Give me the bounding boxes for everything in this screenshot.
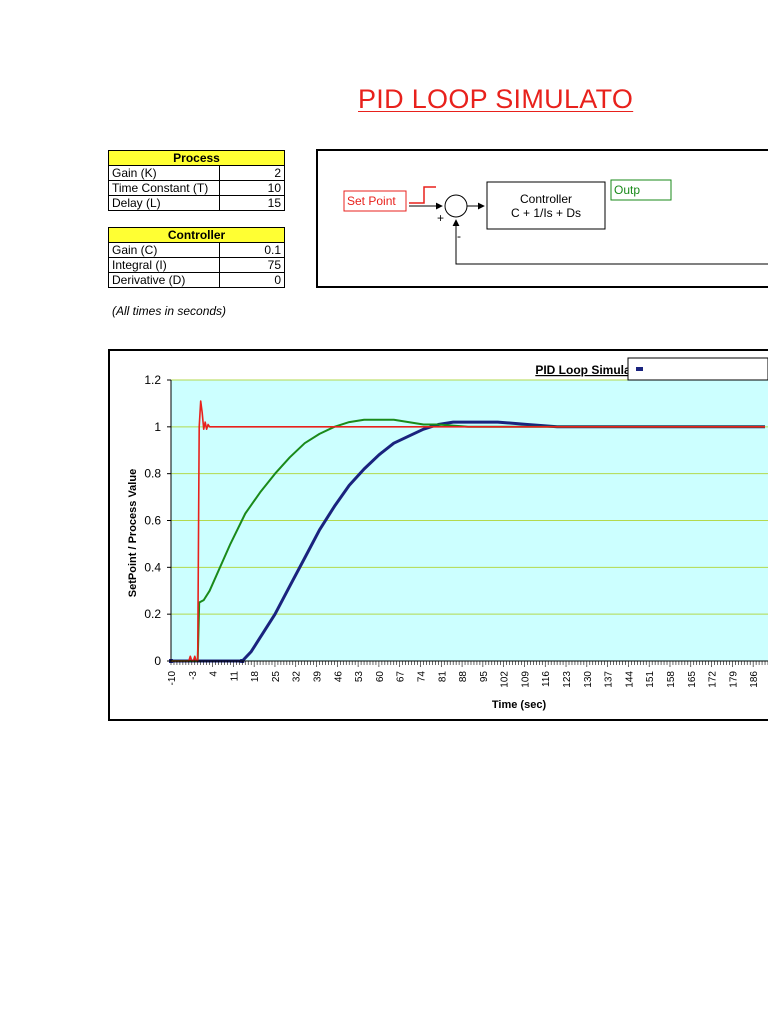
minus-sign: - (457, 229, 461, 243)
x-tick-label: 81 (437, 671, 448, 683)
y-tick-label: 0.2 (144, 607, 161, 621)
x-tick-label: 95 (479, 671, 490, 683)
x-tick-label: -10 (167, 671, 178, 686)
x-tick-label: 46 (333, 671, 344, 683)
x-tick-label: 130 (583, 671, 594, 688)
x-tick-label: 158 (666, 671, 677, 688)
y-tick-label: 0.8 (144, 467, 161, 481)
x-tick-label: 116 (541, 671, 552, 687)
x-tick-label: 137 (604, 671, 615, 688)
x-tick-label: 172 (708, 671, 719, 688)
controller-table-header: Controller (108, 227, 285, 243)
pid-chart: 0 0.2 0.4 0.6 0.8 1 1.2 -10 -3 4 11 18 25 32 39 46 53 60 6… (127, 357, 768, 711)
controller-gain-label: Gain (C) (108, 242, 220, 258)
y-tick-label: 0 (154, 654, 161, 668)
controller-block (486, 181, 606, 230)
controller-derivative-value[interactable]: 0 (219, 272, 285, 288)
setpoint-box (343, 190, 407, 212)
controller-gain-value[interactable]: 0.1 (219, 242, 285, 258)
series-layer (169, 400, 765, 663)
axes: 0 0.2 0.4 0.6 0.8 1 1.2 -10 -3 4 11 18 25 32 39 46 53 60 6… (144, 373, 768, 688)
x-tick-label: -3 (188, 671, 199, 680)
controller-derivative-label: Derivative (D) (108, 272, 220, 288)
setpoint-label: Set Point (347, 194, 396, 208)
x-tick-label: 151 (645, 671, 656, 688)
x-tick-label: 109 (520, 671, 531, 688)
output-label: Outp (614, 183, 640, 197)
x-tick-label: 74 (416, 671, 427, 683)
x-tick-label: 102 (500, 671, 511, 688)
process-gain-value[interactable]: 2 (219, 165, 285, 181)
plus-sign: + (437, 211, 444, 225)
x-tick-label: 4 (209, 671, 220, 677)
controller-table: Controller Gain (C) 0.1 Integral (I) 75 … (108, 227, 285, 288)
x-axis-label: Time (sec) (492, 699, 547, 711)
chart-title: PID Loop Simulation (535, 363, 652, 377)
x-tick-label: 39 (313, 671, 324, 683)
process-time-constant-label: Time Constant (T) (108, 180, 220, 196)
chart-legend (627, 357, 768, 381)
output-box (610, 179, 672, 201)
process-delay-value[interactable]: 15 (219, 195, 285, 211)
units-note: (All times in seconds) (112, 304, 227, 318)
series-line-2 (171, 420, 765, 663)
block-diagram-svg: Set Point + - Controller C + 1/Is + Ds O… (343, 179, 768, 265)
x-tick-label: 60 (375, 671, 386, 683)
process-gain-label: Gain (K) (108, 165, 220, 181)
x-tick-label: 165 (687, 671, 698, 688)
controller-block-formula: C + 1/Is + Ds (511, 206, 581, 220)
process-table-header: Process (108, 150, 285, 166)
controller-integral-label: Integral (I) (108, 257, 220, 273)
summing-junction (444, 194, 468, 218)
x-tick-label: 186 (749, 671, 760, 688)
x-tick-label: 144 (624, 671, 635, 688)
process-table: Process Gain (K) 2 Time Constant (T) 10 … (108, 150, 285, 211)
x-tick-label: 67 (396, 671, 407, 683)
y-tick-label: 0.6 (144, 514, 161, 528)
process-time-constant-value[interactable]: 10 (219, 180, 285, 196)
y-tick-label: 1 (154, 420, 161, 434)
x-tick-label: 88 (458, 671, 469, 683)
y-tick-label: 1.2 (144, 373, 161, 387)
x-tick-label: 11 (229, 671, 240, 682)
chart-panel: 0 0.2 0.4 0.6 0.8 1 1.2 -10 -3 4 11 18 25 32 39 46 53 60 6… (108, 349, 768, 721)
series-line-0 (171, 400, 765, 662)
setpoint-step-icon (409, 186, 436, 204)
process-delay-label: Delay (L) (108, 195, 220, 211)
legend-marker-icon (636, 367, 643, 371)
x-tick-label: 18 (250, 671, 261, 683)
y-tick-label: 0.4 (144, 560, 161, 574)
feedback-arrow (452, 219, 768, 265)
legend-box (627, 357, 768, 381)
x-tick-label: 25 (271, 671, 282, 683)
page-title: PID LOOP SIMULATO (358, 84, 634, 114)
x-tick-label: 53 (354, 671, 365, 683)
controller-integral-value[interactable]: 75 (219, 257, 285, 273)
y-axis-label: SetPoint / Process Value (127, 469, 139, 597)
x-tick-label: 32 (292, 671, 303, 683)
x-tick-label: 179 (728, 671, 739, 688)
controller-block-title: Controller (520, 192, 572, 206)
x-tick-label: 123 (562, 671, 573, 688)
block-diagram: Set Point + - Controller C + 1/Is + Ds O… (316, 149, 768, 288)
